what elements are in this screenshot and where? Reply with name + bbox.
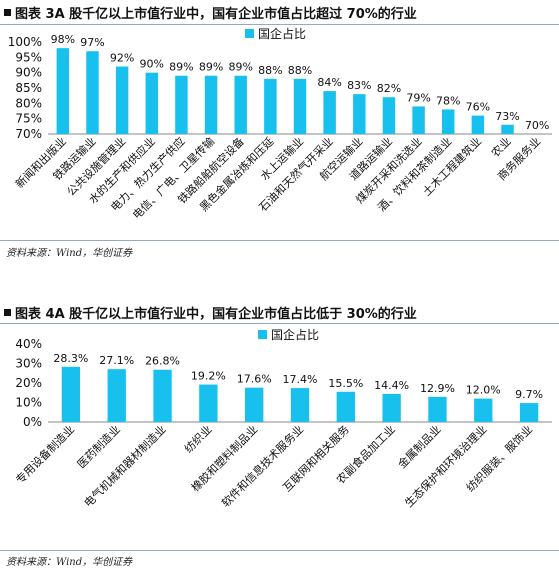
data-label: 9.7% xyxy=(515,388,543,401)
bar xyxy=(204,75,218,134)
y-tick-label: 95% xyxy=(15,50,42,64)
legend-label: 国企占比 xyxy=(258,26,306,41)
data-label: 98% xyxy=(51,33,75,46)
legend-swatch xyxy=(245,29,254,38)
data-label: 76% xyxy=(466,101,490,114)
data-label: 14.4% xyxy=(374,379,409,392)
bar xyxy=(293,78,307,134)
bar xyxy=(519,403,539,422)
bar xyxy=(145,72,158,134)
y-tick-label: 100% xyxy=(8,35,42,49)
data-label: 89% xyxy=(199,61,223,74)
data-label: 84% xyxy=(317,76,341,89)
figure-3-title: 图表 3A 股千亿以上市值行业中，国有企业市值占比超过 70%的行业 xyxy=(4,3,417,22)
figure-3-bottom-rule xyxy=(0,240,559,241)
data-label: 73% xyxy=(495,110,519,123)
category-label: 医药制造业 xyxy=(74,422,123,471)
data-label: 89% xyxy=(228,61,252,74)
bar xyxy=(442,109,455,134)
bar xyxy=(115,66,129,134)
data-label: 70% xyxy=(525,119,549,132)
bar xyxy=(412,106,425,134)
data-label: 82% xyxy=(377,82,401,95)
data-label: 12.0% xyxy=(466,384,501,397)
y-tick-label: 70% xyxy=(15,127,42,141)
bar xyxy=(61,366,81,422)
bar xyxy=(245,387,264,422)
figure-4-source: 资料来源：Wind，华创证券 xyxy=(6,557,133,568)
chart-4: 国企占比 0% 10% 20% 30% 40% 28.3% 专用设备制造业 27.1% 医药制造业… xyxy=(13,327,552,510)
bar xyxy=(336,391,355,422)
bar xyxy=(86,51,99,135)
data-label: 88% xyxy=(258,64,282,77)
data-label: 17.4% xyxy=(283,373,318,386)
data-label: 79% xyxy=(406,91,430,104)
bar xyxy=(353,94,366,134)
bar xyxy=(234,75,247,134)
data-label: 17.6% xyxy=(237,373,272,386)
bar xyxy=(382,97,396,134)
bar xyxy=(264,78,277,134)
title-square-icon xyxy=(4,9,11,16)
category-label: 专用设备制造业 xyxy=(13,422,77,486)
category-label: 纺织业 xyxy=(181,422,214,455)
title-square-icon xyxy=(4,309,11,316)
figure-3-title-text: 图表 3A 股千亿以上市值行业中，国有企业市值占比超过 70%的行业 xyxy=(15,7,417,22)
data-label: 92% xyxy=(110,52,134,65)
category-label: 农业 xyxy=(488,134,513,159)
figure-4-title-text: 图表 4A 股千亿以上市值行业中，国有企业市值占比低于 30%的行业 xyxy=(15,307,417,322)
bar xyxy=(153,369,172,422)
legend-swatch xyxy=(258,330,267,339)
y-tick-label: 85% xyxy=(15,81,42,95)
y-tick-label: 80% xyxy=(15,96,42,110)
bar xyxy=(323,91,336,134)
bar xyxy=(199,384,218,422)
y-tick-label: 30% xyxy=(15,357,42,371)
bar xyxy=(428,396,447,422)
legend-label: 国企占比 xyxy=(271,327,319,342)
bar xyxy=(290,388,310,422)
figure-3-source: 资料来源：Wind，华创证券 xyxy=(6,248,133,259)
y-tick-label: 40% xyxy=(15,337,42,351)
data-label: 27.1% xyxy=(99,354,134,367)
bar xyxy=(382,393,401,422)
y-tick-label: 10% xyxy=(15,396,42,410)
y-tick-label: 20% xyxy=(15,376,42,390)
y-tick-label: 90% xyxy=(15,66,42,80)
figure-4-title: 图表 4A 股千亿以上市值行业中，国有企业市值占比低于 30%的行业 xyxy=(4,303,417,322)
category-label: 生态保护和环境治理业 xyxy=(402,422,490,510)
category-label: 电气机械和器材制造业 xyxy=(81,422,169,510)
data-label: 28.3% xyxy=(53,352,88,365)
data-label: 12.9% xyxy=(420,382,455,395)
figure-4-top-rule xyxy=(0,323,559,324)
y-tick-label: 75% xyxy=(15,112,42,126)
data-label: 19.2% xyxy=(191,370,226,383)
data-label: 78% xyxy=(436,94,460,107)
data-label: 26.8% xyxy=(145,355,180,368)
bar xyxy=(501,124,514,134)
data-label: 15.5% xyxy=(328,377,363,390)
bar xyxy=(107,369,126,422)
bar xyxy=(471,115,485,134)
y-tick-label: 0% xyxy=(23,415,42,429)
bar xyxy=(474,398,493,422)
category-label: 软件和信息技术服务业 xyxy=(218,422,306,510)
data-label: 97% xyxy=(80,36,104,49)
data-label: 90% xyxy=(140,58,164,71)
data-label: 88% xyxy=(288,64,312,77)
data-label: 89% xyxy=(169,61,193,74)
bar xyxy=(56,48,70,134)
figure-3-top-rule xyxy=(0,24,559,25)
data-label: 83% xyxy=(347,79,371,92)
figure-4-bottom-rule xyxy=(0,550,559,551)
category-label: 金属制品业 xyxy=(395,422,444,471)
bar xyxy=(175,75,188,134)
